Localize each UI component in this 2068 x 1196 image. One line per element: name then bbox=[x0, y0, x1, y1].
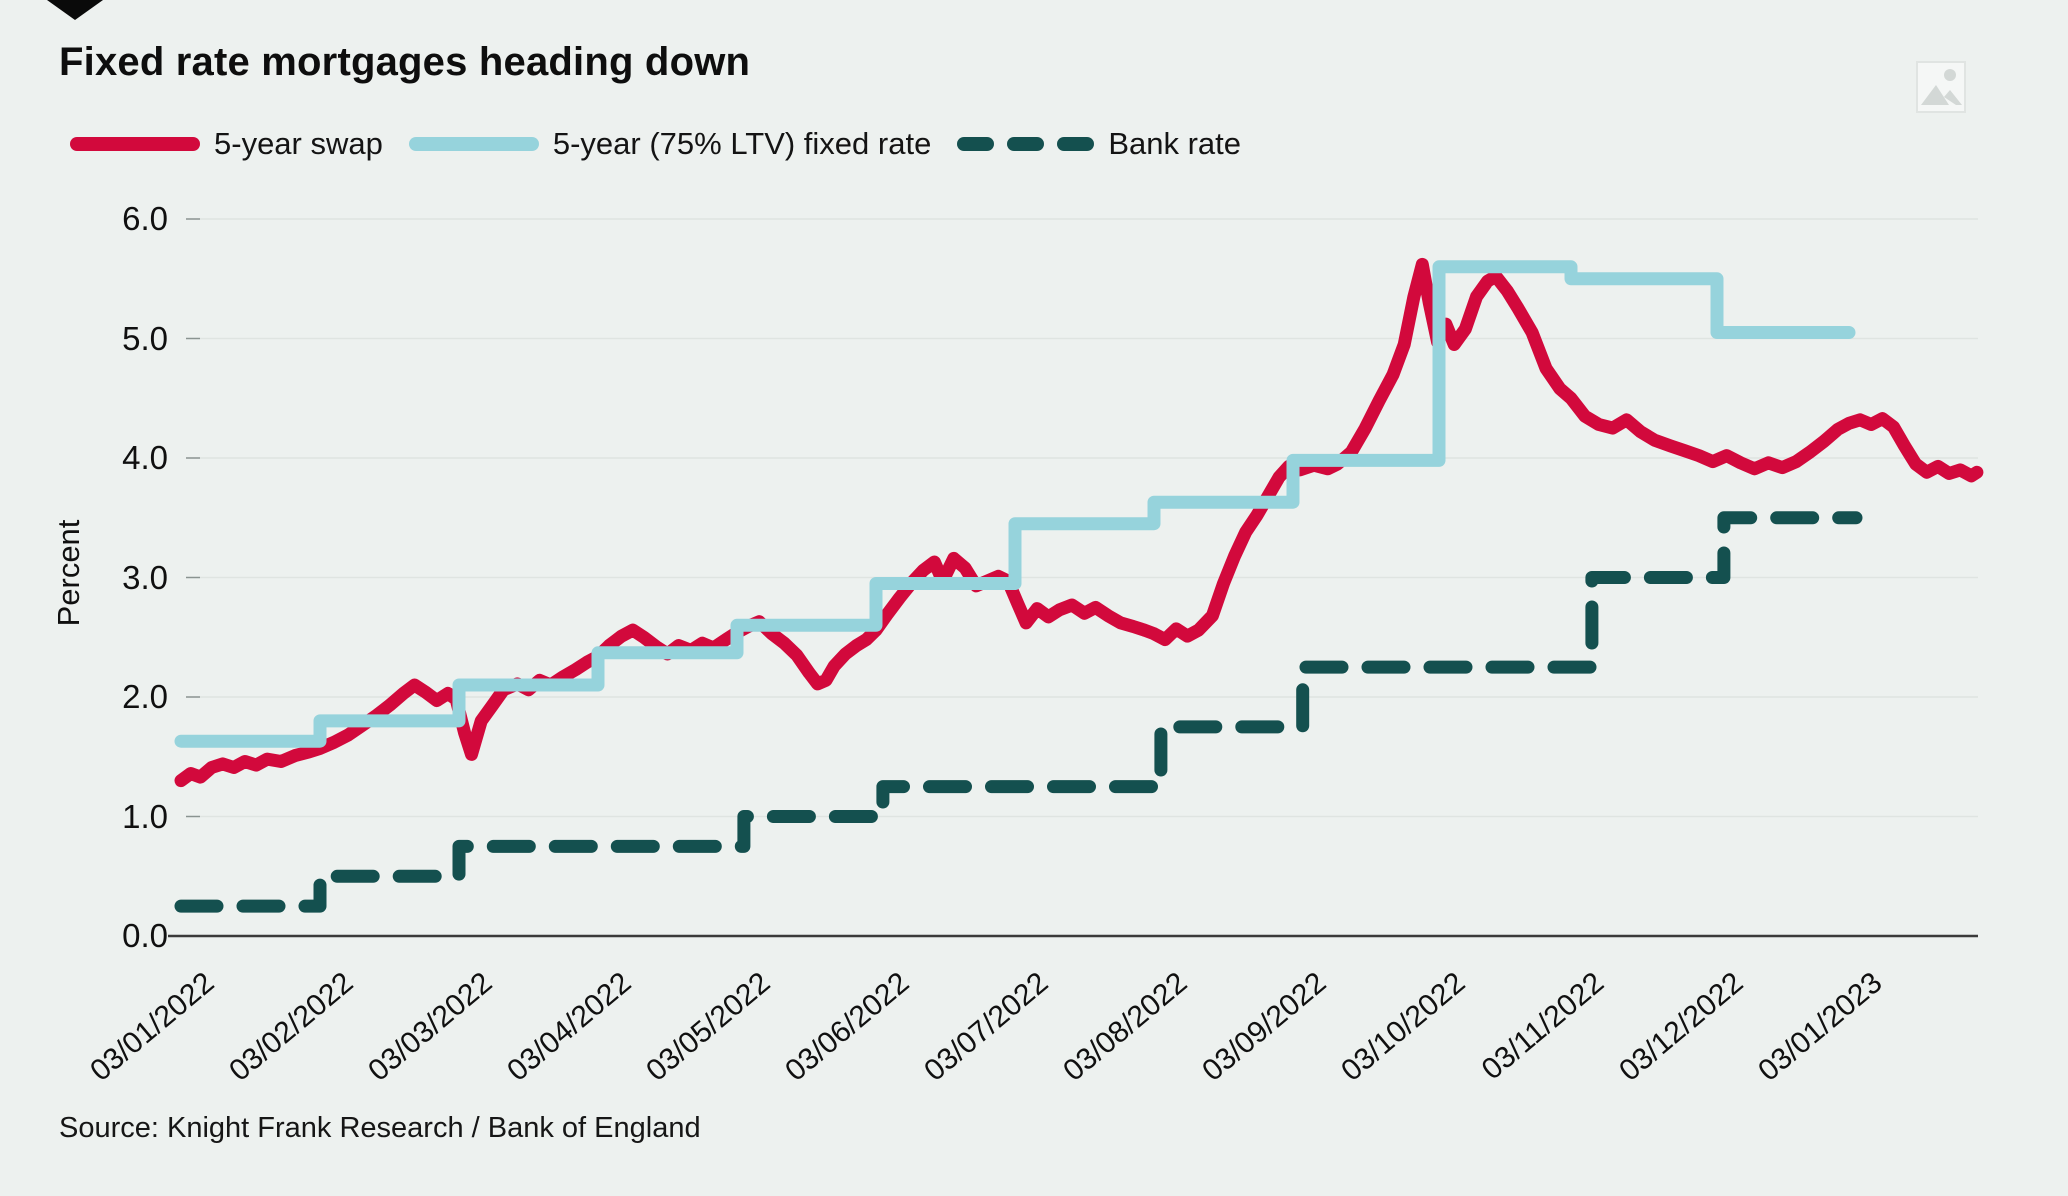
bank-rate-dash-swatch bbox=[957, 137, 1095, 151]
down-arrow-marker-icon bbox=[47, 0, 103, 20]
chart-title: Fixed rate mortgages heading down bbox=[59, 40, 751, 84]
series-line-5-year-swap bbox=[174, 257, 1984, 788]
y-tick-label: 6.0 bbox=[122, 200, 168, 237]
y-tick-label: 4.0 bbox=[122, 439, 168, 476]
swap-line-swatch bbox=[70, 137, 200, 151]
y-tick-label: 3.0 bbox=[122, 558, 168, 596]
y-tick-label: 1.0 bbox=[122, 797, 168, 835]
image-placeholder-icon bbox=[1916, 61, 1966, 113]
legend-item-fixed: 5-year (75% LTV) fixed rate bbox=[408, 126, 932, 162]
legend-label-swap: 5-year swap bbox=[214, 126, 383, 161]
series-line-5-year-75-ltv-fixed-rate bbox=[174, 260, 1856, 748]
source-caption: Source: Knight Frank Research / Bank of … bbox=[59, 1112, 701, 1144]
chart-legend: 5-year swap 5-year (75% LTV) fixed rate … bbox=[70, 126, 1241, 162]
legend-item-swap: 5-year swap bbox=[70, 126, 383, 162]
y-tick-label: 0.0 bbox=[122, 917, 168, 954]
y-tick-label: 2.0 bbox=[122, 678, 168, 715]
y-tick-label: 5.0 bbox=[122, 319, 168, 357]
series-line-bank-rate bbox=[174, 511, 1863, 913]
legend-label-fixed: 5-year (75% LTV) fixed rate bbox=[552, 126, 932, 161]
fixed-line-swatch bbox=[408, 137, 539, 151]
legend-label-bank: Bank rate bbox=[1108, 126, 1242, 161]
legend-item-bank: Bank rate bbox=[957, 126, 1241, 162]
